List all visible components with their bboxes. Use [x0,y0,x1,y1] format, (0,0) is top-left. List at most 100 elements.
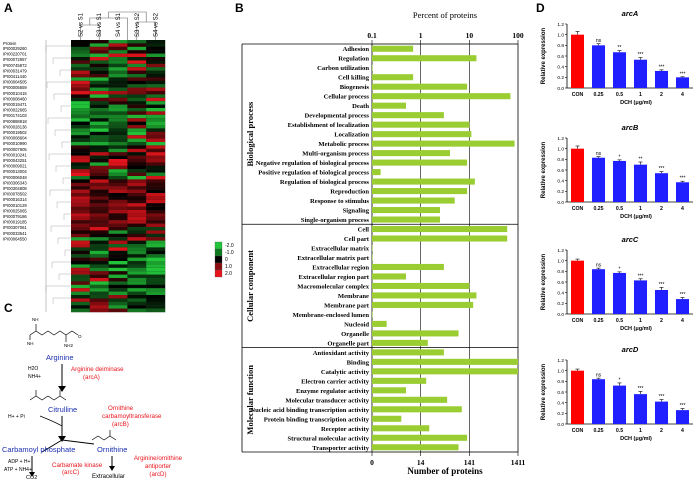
expression-y-tick-label: 1.0 [557,146,564,152]
heatmap-cell [108,104,128,109]
heatmap-cell-bg [71,254,90,258]
heatmap-cell-bg [71,247,90,251]
heatmap-cell [127,199,147,204]
go-bar [372,444,459,451]
heatmap-cell [71,169,90,173]
go-bar [372,301,474,308]
heatmap-cell-bg [108,77,128,81]
heatmap-cell [89,63,109,68]
heatmap-cell-bg [108,84,128,88]
heatmap-cell-bg [71,125,90,129]
heatmap-cell [89,271,109,275]
heatmap-cell-bg [108,182,128,187]
heatmap-cell [146,291,166,296]
heatmap-cell-bg [89,111,109,115]
heatmap-cell [89,57,109,61]
heatmap-cell [71,145,90,149]
heatmap-cell [108,165,128,170]
expression-y-tick-label: 1.2 [557,136,564,142]
heatmap-cell [108,179,128,183]
expression-ylabel: Relative expression [541,253,547,310]
heatmap-cell-bg [108,227,128,231]
heatmap-cell [146,196,166,200]
color-key-swatch [214,241,223,250]
heatmap-cell [146,80,166,85]
expression-category-label: 1 [639,428,642,434]
heatmap-protein-label: IPI00031479 [3,68,27,73]
heatmap-cell [127,220,147,224]
heatmap-cell-bg [71,135,90,139]
heatmap-cell [89,196,109,200]
heatmap-cell-bg [127,291,147,296]
heatmap-cell [89,237,109,241]
heatmap-cell-bg [89,155,109,160]
expression-category-label: 0.25 [593,92,603,98]
heatmap-cell [127,152,147,156]
heatmap-cell [146,274,166,279]
heatmap-cell-bg [146,301,166,306]
heatmap-cell-bg [89,80,109,85]
heatmap-cell [108,203,128,207]
heatmap-cell [71,199,90,204]
heatmap-cell [146,53,166,58]
heatmap-cell [89,308,109,313]
go-bar [372,225,508,233]
expression-bar [612,272,627,314]
expression-bar [654,70,669,88]
heatmap-cell [89,261,109,265]
expression-significance: *** [680,71,686,77]
heatmap-cell [71,267,90,272]
go-category-label: Transporter activity [312,445,369,452]
heatmap-cell [89,186,109,190]
enzyme-arcb: (arcB) [112,421,129,428]
heatmap-cell [146,240,166,245]
heatmap-cell [89,125,109,129]
heatmap-cell-bg [89,74,109,78]
go-bar [372,216,441,223]
heatmap-cell-bg [89,230,109,234]
heatmap-cell [127,67,147,71]
go-bar [372,339,428,346]
expression-ylabel: Relative expression [541,27,547,84]
heatmap-cell [127,237,147,241]
heatmap-protein-label: IPI00005659 [3,85,27,90]
heatmap-cell [89,94,109,98]
go-bar [372,406,462,413]
heatmap-cell [127,111,147,115]
heatmap-cell [127,271,147,275]
expression-category-label: CON [572,318,584,324]
heatmap-cell [108,87,128,92]
expression-y-tick-label: 0.8 [557,157,564,163]
expression-significance: ns [596,38,602,44]
expression-y-tick-label: 0.2 [557,75,564,81]
heatmap-cell [89,50,109,54]
go-category-label: Nucleic acid binding transcription activ… [250,407,369,414]
heatmap-cell-bg [89,104,109,109]
heatmap-cell [146,230,166,234]
heatmap-cell-bg [146,210,166,214]
heatmap-cell-bg [71,250,90,255]
heatmap-cell-bg [71,233,90,238]
heatmap-cell [127,70,147,75]
expression-category-label: 0.5 [616,428,623,434]
heatmap-cell-bg [89,257,109,262]
heatmap-cell [127,281,147,285]
heatmap-cell-bg [108,128,128,132]
expression-bar [591,157,606,202]
expression-bar [591,45,606,88]
heatmap-cell-bg [108,138,128,143]
heatmap-cell [146,264,166,268]
heatmap-cell [146,179,166,183]
heatmap-cell-bg [146,43,166,47]
heatmap-cell-bg [127,111,147,115]
expression-significance: *** [659,282,665,288]
heatmap-cell [146,207,165,211]
heatmap-cell [108,182,128,187]
heatmap-cell-bg [89,135,109,139]
expression-y-tick-label: 0.0 [557,312,564,318]
heatmap-protein-label: IPI00745872 [3,63,27,68]
expression-bar [570,148,585,202]
heatmap-cell [89,274,109,279]
heatmap-cell-bg [71,261,90,265]
heatmap-protein-label: IPI00025065 [3,208,27,213]
